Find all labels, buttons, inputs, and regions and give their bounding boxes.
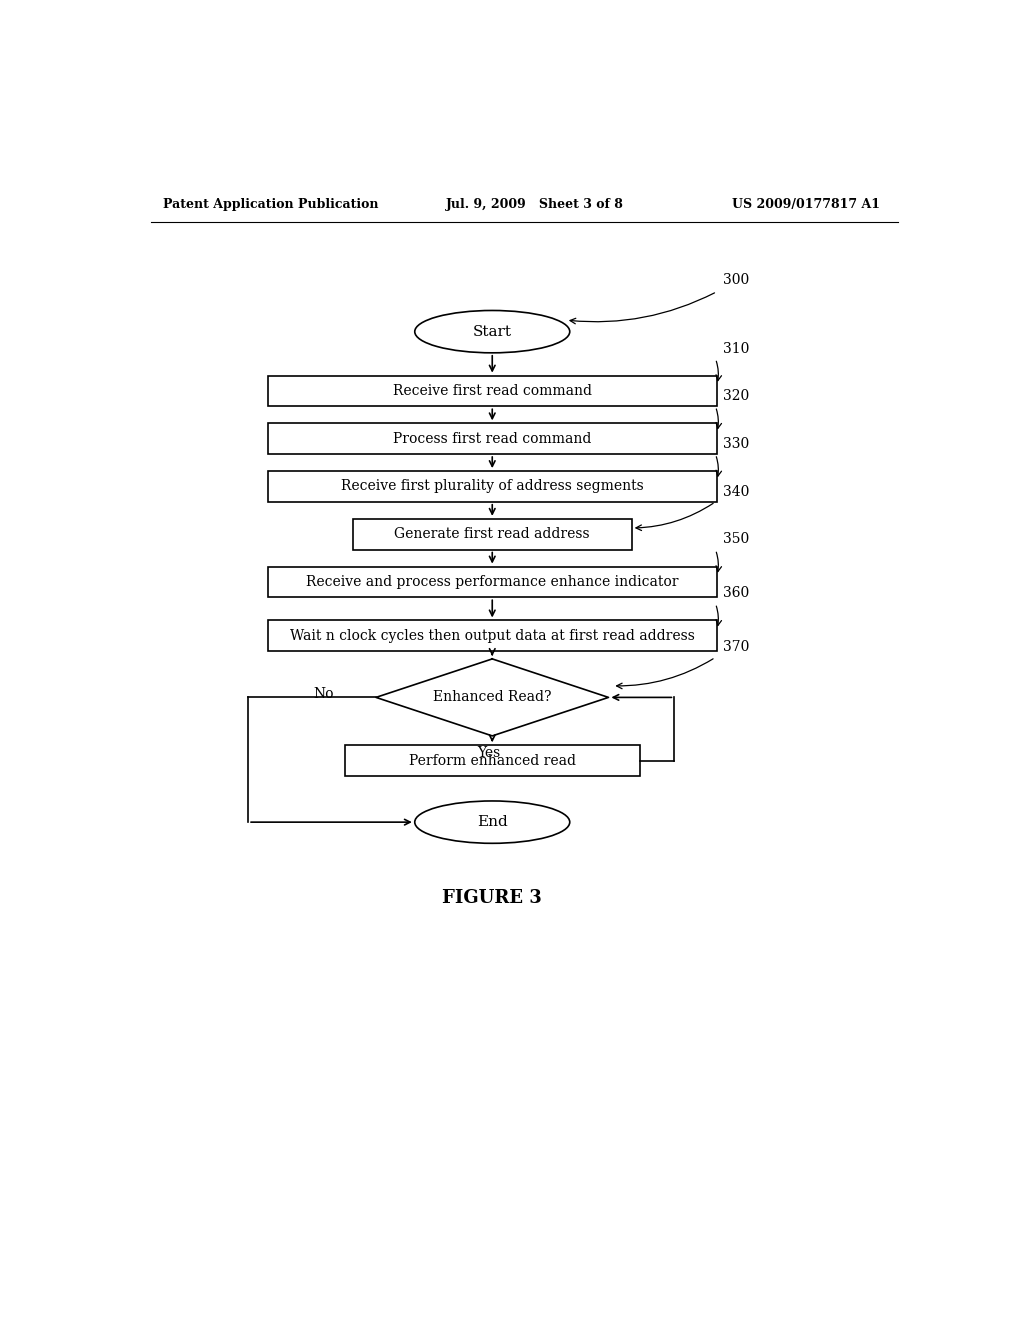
Text: Enhanced Read?: Enhanced Read? bbox=[433, 690, 552, 705]
Text: End: End bbox=[477, 816, 508, 829]
Text: Perform enhanced read: Perform enhanced read bbox=[409, 754, 575, 767]
FancyBboxPatch shape bbox=[345, 744, 640, 776]
Text: 350: 350 bbox=[723, 532, 750, 546]
Text: 340: 340 bbox=[723, 484, 750, 499]
Text: Yes: Yes bbox=[477, 746, 500, 760]
FancyBboxPatch shape bbox=[352, 519, 632, 549]
Text: 320: 320 bbox=[723, 389, 750, 404]
Ellipse shape bbox=[415, 310, 569, 352]
FancyBboxPatch shape bbox=[267, 376, 717, 407]
Text: US 2009/0177817 A1: US 2009/0177817 A1 bbox=[732, 198, 881, 211]
Text: Patent Application Publication: Patent Application Publication bbox=[163, 198, 379, 211]
Polygon shape bbox=[376, 659, 608, 737]
FancyBboxPatch shape bbox=[267, 566, 717, 598]
Text: No: No bbox=[313, 686, 334, 701]
Ellipse shape bbox=[415, 801, 569, 843]
Text: 360: 360 bbox=[723, 586, 750, 601]
Text: Wait n clock cycles then output data at first read address: Wait n clock cycles then output data at … bbox=[290, 628, 694, 643]
Text: 300: 300 bbox=[723, 273, 750, 286]
FancyBboxPatch shape bbox=[267, 620, 717, 651]
Text: 310: 310 bbox=[723, 342, 750, 355]
Text: Receive first plurality of address segments: Receive first plurality of address segme… bbox=[341, 479, 644, 494]
Text: Jul. 9, 2009   Sheet 3 of 8: Jul. 9, 2009 Sheet 3 of 8 bbox=[445, 198, 624, 211]
FancyBboxPatch shape bbox=[267, 424, 717, 454]
FancyBboxPatch shape bbox=[267, 471, 717, 502]
Text: Receive first read command: Receive first read command bbox=[393, 384, 592, 397]
Text: Receive and process performance enhance indicator: Receive and process performance enhance … bbox=[306, 576, 679, 589]
Text: Start: Start bbox=[473, 325, 512, 339]
Text: FIGURE 3: FIGURE 3 bbox=[442, 888, 542, 907]
Text: 330: 330 bbox=[723, 437, 750, 451]
Text: 370: 370 bbox=[723, 640, 750, 655]
Text: Generate first read address: Generate first read address bbox=[394, 527, 590, 541]
Text: Process first read command: Process first read command bbox=[393, 432, 592, 446]
